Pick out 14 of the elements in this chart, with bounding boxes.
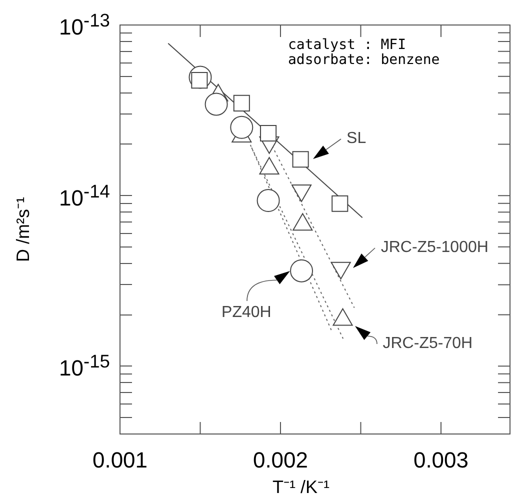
annotation: adsorbate: benzene (288, 52, 440, 68)
y-axis-title: D /m²s⁻¹ (12, 197, 34, 262)
text: PZ40H (222, 304, 272, 322)
y-tick-label: 10$^{-14}$ (59, 180, 110, 212)
series-label: JRC-Z5-1000H (380, 238, 488, 257)
y-tick-label: 10$^{-15}$ (59, 350, 110, 382)
series-label: JRC-Z5-70H (382, 334, 473, 353)
x-tick-label: 0.003 (413, 447, 469, 472)
y-tick-label: 10$^{-13}$ (59, 9, 110, 41)
text: SL (346, 130, 366, 148)
annotation: catalyst : MFI (288, 37, 406, 53)
x-tick-label: 0.002 (252, 447, 308, 472)
x-tick-label: 0.001 (92, 447, 148, 472)
x-axis-title: T⁻¹ /K⁻¹ (272, 476, 330, 498)
